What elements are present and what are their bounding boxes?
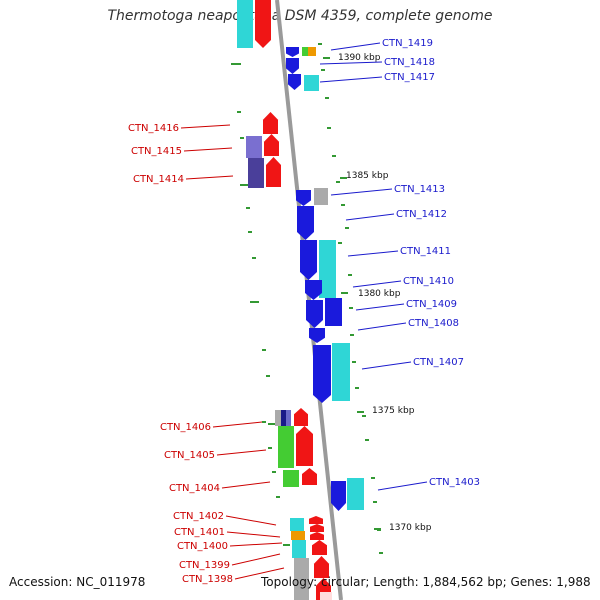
leader-line [225, 515, 277, 526]
leader-line [212, 421, 263, 428]
gene-label-ctn_1408: CTN_1408 [408, 318, 459, 329]
gene-arrow [309, 516, 323, 524]
feature-block [319, 240, 336, 298]
gene-arrow [312, 540, 327, 555]
gene-arrow [309, 328, 325, 343]
feature-block [294, 558, 309, 600]
gene-label-ctn_1406: CTN_1406 [160, 422, 211, 433]
gene-arrow [296, 426, 313, 466]
gene-label-ctn_1405: CTN_1405 [164, 450, 215, 461]
feature-block [278, 426, 294, 468]
feature-block [286, 410, 291, 426]
feature-block [347, 478, 364, 510]
gene-label-ctn_1418: CTN_1418 [384, 57, 435, 68]
gene-arrow [288, 74, 301, 90]
gene-label-ctn_1410: CTN_1410 [403, 276, 454, 287]
feature-block [246, 136, 262, 158]
gene-arrow [286, 47, 299, 57]
gene-arrow [286, 58, 299, 74]
gene-arrow [314, 556, 329, 578]
gene-label-ctn_1402: CTN_1402 [173, 511, 224, 522]
gene-arrow [310, 524, 324, 532]
gene-arrow [297, 206, 314, 240]
leader-line [229, 542, 283, 547]
feature-block [308, 47, 316, 56]
leader-line [377, 481, 428, 491]
gene-label-ctn_1412: CTN_1412 [396, 209, 447, 220]
feature-block [302, 47, 308, 56]
scale-label: 1375 kbp [372, 406, 415, 416]
gene-arrow [300, 240, 317, 280]
gene-label-ctn_1399: CTN_1399 [179, 560, 230, 571]
gene-arrow [313, 345, 331, 403]
leader-line [234, 567, 285, 580]
feature-block [275, 410, 281, 426]
scale-label: 1390 kbp [338, 53, 381, 63]
gene-label-ctn_1413: CTN_1413 [394, 184, 445, 195]
leader-line [357, 322, 407, 331]
leader-line [352, 280, 402, 288]
gene-label-ctn_1415: CTN_1415 [131, 146, 182, 157]
leader-line [355, 303, 405, 311]
feature-block [283, 470, 299, 487]
leader-line [231, 553, 281, 566]
gene-label-ctn_1401: CTN_1401 [174, 527, 225, 538]
leader-line [216, 449, 267, 456]
leader-line [330, 42, 381, 51]
scale-label: 1380 kbp [358, 289, 401, 299]
gene-arrow [331, 481, 346, 511]
gene-label-ctn_1403: CTN_1403 [429, 477, 480, 488]
gene-label-ctn_1416: CTN_1416 [128, 123, 179, 134]
feature-block [332, 343, 350, 401]
genome-title: Thermotoga neapolitana DSM 4359, complet… [107, 8, 493, 24]
leader-line [330, 188, 393, 196]
gene-arrow [302, 468, 317, 485]
gene-arrow [305, 280, 322, 300]
scale-label: 1370 kbp [389, 523, 432, 533]
leader-line [345, 213, 395, 221]
gene-label-ctn_1417: CTN_1417 [384, 72, 435, 83]
gene-arrow [306, 300, 323, 328]
feature-block [314, 188, 328, 205]
gene-label-ctn_1411: CTN_1411 [400, 246, 451, 257]
feature-block [291, 531, 305, 540]
accession-text: Accession: NC_011978 [9, 575, 146, 589]
feature-block [290, 518, 304, 531]
gene-arrow [310, 532, 324, 540]
gene-label-ctn_1398: CTN_1398 [182, 574, 233, 585]
leader-line [185, 175, 234, 180]
leader-line [347, 250, 399, 257]
leader-line [319, 76, 383, 83]
topology-text: Topology: circular; Length: 1,884,562 bp… [261, 575, 591, 589]
feature-block [325, 298, 342, 326]
leader-line [183, 147, 233, 152]
gene-label-ctn_1414: CTN_1414 [133, 174, 184, 185]
gene-arrow [266, 157, 281, 187]
gene-arrow [294, 408, 308, 426]
gene-label-ctn_1404: CTN_1404 [169, 483, 220, 494]
gene-label-ctn_1419: CTN_1419 [382, 38, 433, 49]
leader-line [319, 61, 383, 65]
feature-block [281, 410, 286, 426]
feature-block [237, 0, 253, 48]
gene-arrow [296, 190, 311, 206]
leader-line [226, 531, 281, 538]
gene-label-ctn_1407: CTN_1407 [413, 357, 464, 368]
feature-block [292, 540, 306, 558]
gene-label-ctn_1400: CTN_1400 [177, 541, 228, 552]
gene-arrow [255, 0, 271, 48]
scale-label: 1385 kbp [346, 171, 389, 181]
feature-block [304, 75, 319, 91]
gene-label-ctn_1409: CTN_1409 [406, 299, 457, 310]
gene-arrow [264, 134, 279, 156]
leader-line [180, 124, 231, 129]
leader-line [221, 481, 271, 489]
gene-arrow [263, 112, 278, 134]
feature-block [248, 158, 264, 188]
leader-line [361, 361, 412, 370]
feature-block [320, 592, 332, 600]
